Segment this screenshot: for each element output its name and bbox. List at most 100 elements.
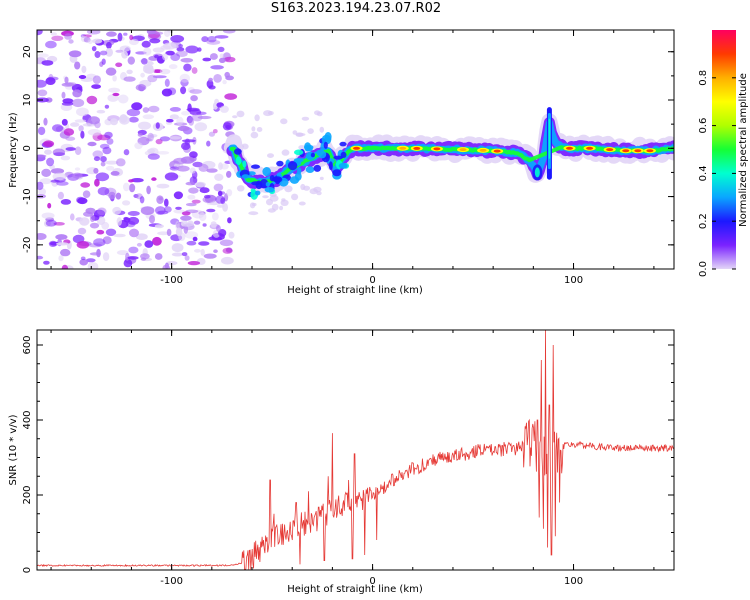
noise-blob	[223, 30, 236, 34]
noise-blob	[168, 64, 178, 70]
ridge-blob	[323, 141, 328, 149]
haze-blob	[250, 131, 259, 139]
noise-blob	[162, 42, 177, 50]
colorbar-label: Normalized spectral amplitude	[738, 73, 749, 227]
ridge-blob	[276, 160, 284, 167]
snr-ytick-label: 600	[22, 335, 33, 354]
noise-blob	[96, 248, 101, 258]
noise-blob	[140, 206, 155, 216]
noise-blob	[105, 228, 117, 236]
noise-blob	[180, 215, 192, 221]
noise-blob	[122, 200, 131, 206]
ridge-blob	[247, 171, 256, 176]
noise-blob	[112, 92, 120, 97]
colorbar-tick-label: 0.2	[698, 213, 709, 229]
heatmap-xtick-label: -100	[160, 275, 183, 286]
ridge-hotspot-inner	[433, 147, 441, 151]
noise-blob	[213, 183, 224, 192]
noise-blob	[181, 139, 196, 143]
ridge-blob	[264, 186, 275, 193]
noise-blob	[219, 105, 229, 113]
ridge-blob	[272, 176, 283, 183]
noise-blob	[222, 203, 229, 212]
ridge-hotspot-inner	[493, 149, 501, 153]
noise-blob	[41, 168, 52, 177]
noise-blob	[50, 168, 65, 174]
noise-blob	[47, 202, 52, 209]
noise-blob	[121, 51, 128, 59]
noise-blob	[131, 102, 143, 111]
noise-blob	[76, 241, 90, 249]
noise-blob	[74, 119, 87, 123]
heatmap-ytick-label: 0	[22, 145, 33, 151]
snr-series-line	[37, 330, 674, 570]
noise-blob	[78, 125, 84, 132]
ridge-hotspot-inner	[413, 146, 421, 150]
noise-blob	[222, 79, 227, 85]
noise-blob	[224, 93, 238, 100]
heatmap-x-ticks: -100 0 100	[50, 30, 655, 286]
ridge-blob	[313, 164, 322, 172]
colorbar-tick-label: 0.0	[698, 261, 709, 277]
heatmap-xtick-label: 100	[564, 275, 583, 286]
noise-blob	[214, 35, 229, 39]
haze-blob	[267, 208, 276, 213]
noise-blob	[191, 199, 201, 204]
ridge-blob	[321, 134, 332, 145]
noise-blob	[61, 118, 68, 126]
noise-blob	[44, 149, 52, 155]
noise-blob	[126, 220, 136, 228]
noise-blob	[64, 82, 77, 86]
noise-blob	[106, 31, 117, 37]
snr-ytick-label: 200	[22, 485, 33, 504]
noise-blob	[116, 158, 126, 167]
noise-blob	[176, 50, 188, 57]
heatmap-ylabel: Frequency (Hz)	[8, 112, 19, 188]
noise-blob	[96, 109, 106, 114]
noise-blob	[85, 207, 96, 215]
haze-blob	[268, 111, 274, 116]
noise-blob	[187, 194, 196, 200]
noise-blob	[104, 104, 110, 109]
noise-blob	[53, 152, 66, 157]
noise-blob	[60, 155, 71, 161]
noise-blob	[108, 191, 116, 200]
haze-blob	[232, 115, 238, 119]
snr-ytick-label: 0	[22, 567, 33, 573]
haze-blob	[267, 153, 274, 159]
noise-blob	[64, 76, 69, 84]
noise-blob	[56, 242, 69, 246]
noise-blob	[123, 182, 130, 192]
noise-blob	[164, 172, 179, 181]
noise-blob	[104, 131, 113, 139]
noise-blob	[127, 56, 135, 65]
noise-blob	[191, 67, 198, 74]
noise-blob	[200, 248, 205, 256]
colorbar-gradient	[712, 30, 736, 269]
noise-blob	[138, 121, 151, 130]
noise-blob	[212, 129, 218, 134]
noise-blob	[129, 34, 134, 41]
noise-blob	[181, 252, 188, 257]
noise-blob	[170, 35, 185, 43]
noise-blob	[161, 88, 173, 97]
noise-blob	[123, 216, 129, 221]
noise-blob	[55, 234, 68, 240]
noise-blob	[37, 79, 47, 88]
noise-blob	[177, 125, 190, 132]
noise-blob	[64, 33, 72, 40]
haze-blob	[284, 185, 293, 193]
noise-blob	[77, 227, 87, 235]
noise-blob	[176, 116, 184, 126]
noise-blob	[112, 206, 122, 215]
noise-blob	[135, 84, 147, 91]
noise-blob	[194, 181, 206, 188]
snr-panel: -100 0 100 0 200 400 600 Height of straight l…	[8, 329, 675, 595]
haze-blob	[307, 128, 314, 135]
noise-blob	[185, 181, 196, 186]
noise-blob	[154, 224, 164, 229]
haze-blob	[254, 114, 260, 122]
noise-blob	[76, 107, 89, 117]
noise-blob	[194, 248, 201, 253]
